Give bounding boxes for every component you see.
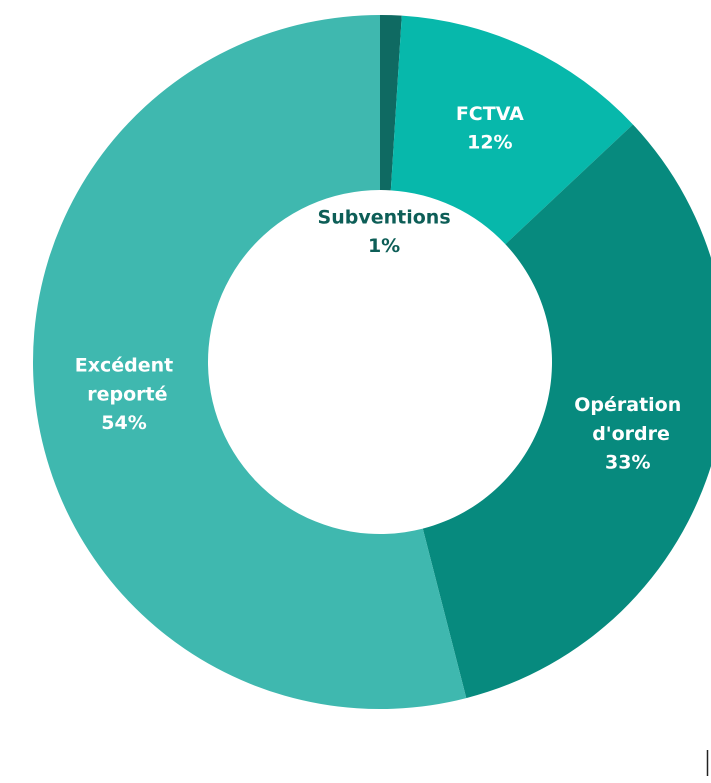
slice-value-label: 54%: [101, 412, 146, 434]
donut-slice: [32, 15, 467, 709]
donut-slice: [390, 15, 633, 245]
slice-category-label: Subventions: [318, 206, 451, 228]
donut-slice: [380, 15, 402, 191]
slice-category-label: Opération d'ordre: [574, 393, 681, 444]
donut-slice: [422, 124, 711, 699]
slice-value-label: 33%: [605, 451, 650, 473]
slice-category-label: FCTVA: [456, 103, 524, 125]
slice-value-label: 1%: [368, 235, 400, 257]
slice-value-label: 12%: [467, 132, 512, 154]
slice-category-label: Excédent reporté: [75, 354, 173, 405]
